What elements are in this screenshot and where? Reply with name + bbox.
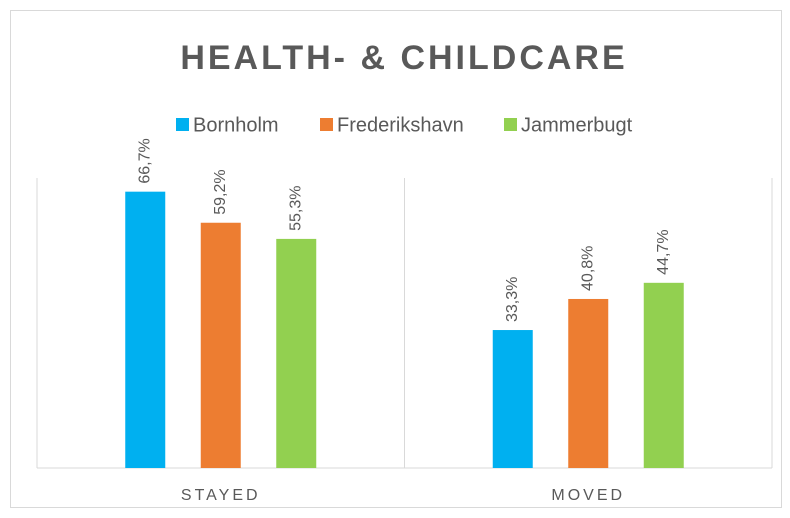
value-label: 44,7% — [655, 229, 672, 274]
bar — [200, 222, 241, 468]
bar — [125, 191, 166, 468]
x-tick-label: STAYED — [181, 487, 261, 504]
legend-swatch — [320, 118, 333, 131]
legend-swatch — [176, 118, 189, 131]
legend-label: Frederikshavn — [337, 114, 464, 136]
bar — [276, 238, 317, 468]
legend-swatch — [504, 118, 517, 131]
value-label: 55,3% — [287, 186, 304, 231]
value-label: 40,8% — [579, 246, 596, 291]
value-label: 59,2% — [212, 169, 229, 214]
value-label: 66,7% — [136, 138, 153, 183]
bar — [568, 298, 609, 468]
chart-title: HEALTH- & CHILDCARE — [180, 39, 627, 77]
bar — [643, 282, 684, 468]
legend-label: Jammerbugt — [521, 114, 633, 136]
x-tick-label: MOVED — [551, 487, 625, 504]
bar — [492, 330, 533, 468]
legend-label: Bornholm — [193, 114, 279, 136]
value-label: 33,3% — [504, 277, 521, 322]
